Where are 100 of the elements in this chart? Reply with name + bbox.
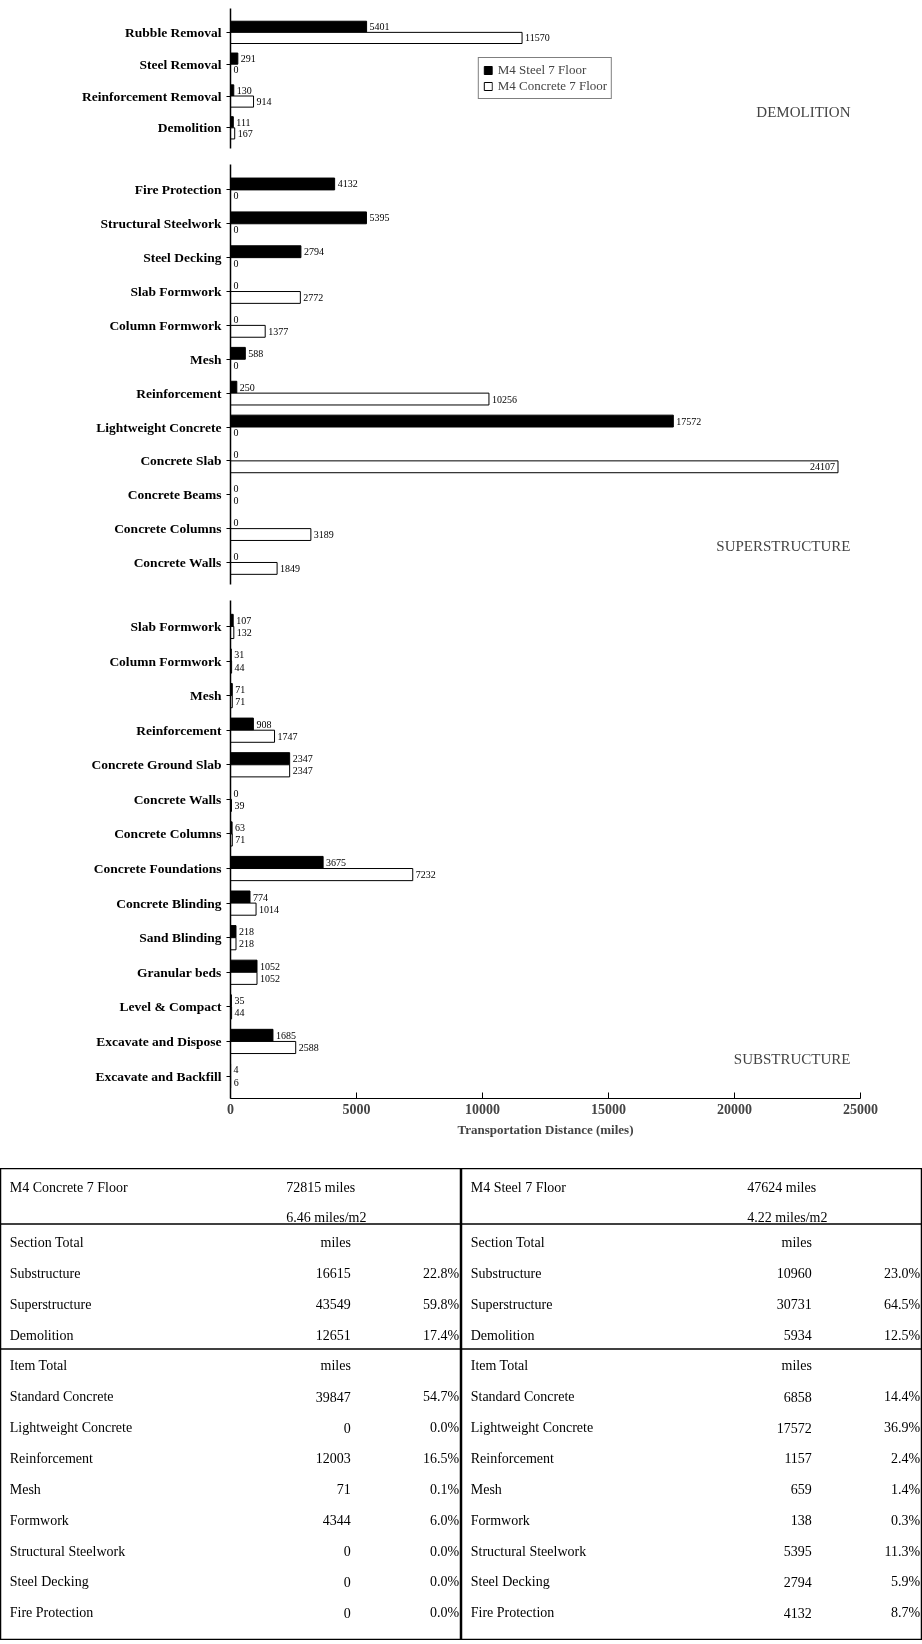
category-label: Superstructure bbox=[9, 1296, 92, 1312]
text: 2794 bbox=[783, 1574, 812, 1590]
y-tick-label: Reinforcement bbox=[136, 722, 222, 738]
category-label: Structural Steelwork bbox=[9, 1543, 126, 1559]
data-label: 1849 bbox=[280, 562, 301, 574]
category-label: Structural Steelwork bbox=[470, 1543, 587, 1559]
text: 12003 bbox=[315, 1451, 351, 1467]
text: 30731 bbox=[776, 1297, 812, 1313]
data-label: 2347 bbox=[292, 765, 313, 777]
y-tick-label: Mesh bbox=[190, 688, 222, 704]
text: 17.4% bbox=[423, 1327, 460, 1343]
data-label: 35 bbox=[234, 995, 245, 1007]
y-tick-label: Reinforcement bbox=[136, 385, 222, 401]
text: miles bbox=[320, 1358, 351, 1374]
text: 5395 bbox=[783, 1544, 812, 1560]
data-label: 39 bbox=[234, 799, 245, 811]
data-label: 0 bbox=[233, 224, 239, 236]
text: 4344 bbox=[322, 1513, 351, 1529]
text: 1.4% bbox=[891, 1481, 921, 1497]
category-label: Demolition bbox=[470, 1327, 535, 1343]
y-tick-label: Concrete Walls bbox=[133, 554, 222, 570]
data-label: 24107 bbox=[810, 461, 835, 473]
text: M4 Steel 7 Floor bbox=[470, 1179, 567, 1195]
y-tick-label: Excavate and Backfill bbox=[95, 1068, 222, 1084]
data-label: 4132 bbox=[337, 178, 358, 190]
data-label: 3189 bbox=[313, 529, 334, 541]
y-tick-label: Concrete Walls bbox=[133, 791, 222, 807]
text: 11.3% bbox=[884, 1543, 921, 1559]
data-label: 31 bbox=[234, 649, 245, 661]
data-label: 44 bbox=[234, 661, 245, 673]
category-label: Steel Decking bbox=[470, 1574, 550, 1590]
data-label: 3675 bbox=[326, 856, 347, 868]
category-label: Formwork bbox=[9, 1512, 69, 1528]
data-label: 218 bbox=[238, 938, 254, 950]
y-tick-label: Concrete Beams bbox=[127, 487, 222, 503]
category-label: Formwork bbox=[470, 1512, 530, 1528]
text: 59.8% bbox=[423, 1296, 460, 1312]
text: 72815 miles bbox=[286, 1179, 356, 1195]
y-tick-label: Concrete Slab bbox=[140, 453, 222, 469]
text: 10960 bbox=[776, 1266, 812, 1282]
text: 4132 bbox=[783, 1605, 812, 1621]
data-label: 63 bbox=[235, 822, 246, 834]
data-label: 6 bbox=[233, 1076, 239, 1088]
category-label: Section Total bbox=[9, 1235, 84, 1251]
data-label: 250 bbox=[239, 381, 255, 393]
data-label: 0 bbox=[233, 787, 239, 799]
data-label: 0 bbox=[233, 517, 239, 529]
y-tick-label: Concrete Foundations bbox=[93, 861, 222, 877]
category-label: Fire Protection bbox=[9, 1605, 94, 1621]
data-label: 71 bbox=[235, 696, 246, 708]
y-tick-label: Structural Steelwork bbox=[100, 216, 222, 232]
data-label: 1685 bbox=[275, 1029, 296, 1041]
y-tick-label: Steel Removal bbox=[139, 56, 222, 72]
category-label: Reinforcement bbox=[9, 1450, 94, 1466]
y-tick-label: Excavate and Dispose bbox=[96, 1033, 222, 1049]
data-label: 11570 bbox=[525, 32, 550, 44]
data-label: 774 bbox=[253, 891, 268, 903]
text: 14.4% bbox=[884, 1389, 921, 1405]
text: 54.7% bbox=[423, 1389, 460, 1405]
x-tick-label: 20000 bbox=[717, 1101, 752, 1117]
y-tick-label: Granular beds bbox=[137, 964, 222, 980]
text: 0 bbox=[343, 1544, 351, 1560]
category-label: Mesh bbox=[9, 1481, 41, 1497]
text: 5934 bbox=[783, 1328, 812, 1344]
category-label: Lightweight Concrete bbox=[9, 1420, 133, 1436]
y-tick-label: Sand Blinding bbox=[139, 930, 222, 946]
category-label: Superstructure bbox=[470, 1296, 553, 1312]
data-label: 71 bbox=[235, 834, 246, 846]
text: 39847 bbox=[315, 1389, 351, 1405]
category-label: Section Total bbox=[470, 1235, 545, 1251]
data-label: 0 bbox=[233, 551, 239, 563]
x-axis-title: Transportation Distance (miles) bbox=[457, 1121, 634, 1137]
text: 0 bbox=[343, 1605, 351, 1621]
data-label: 5395 bbox=[369, 212, 390, 224]
text: 16615 bbox=[315, 1266, 351, 1282]
data-label: 1052 bbox=[260, 960, 281, 972]
data-label: 1014 bbox=[259, 903, 280, 915]
text: 17572 bbox=[776, 1420, 812, 1436]
data-label: 10256 bbox=[491, 393, 517, 405]
data-label: 132 bbox=[236, 626, 252, 638]
category-label: Lightweight Concrete bbox=[470, 1420, 594, 1436]
category-label: Item Total bbox=[9, 1358, 68, 1374]
category-label: Item Total bbox=[470, 1358, 529, 1374]
text: 6.0% bbox=[430, 1512, 460, 1528]
category-label: Substructure bbox=[9, 1265, 81, 1281]
data-label: 0 bbox=[233, 313, 239, 325]
text: 43549 bbox=[315, 1297, 351, 1313]
text: 5.9% bbox=[891, 1574, 921, 1590]
text: 0.0% bbox=[430, 1420, 460, 1436]
data-label: 908 bbox=[256, 718, 272, 730]
data-label: 0 bbox=[233, 190, 239, 202]
data-label: 218 bbox=[238, 926, 254, 938]
data-label: 2772 bbox=[303, 291, 324, 303]
category-label: Mesh bbox=[470, 1481, 502, 1497]
text: 6858 bbox=[783, 1389, 812, 1405]
data-label: 17572 bbox=[676, 415, 702, 427]
category-label: Demolition bbox=[9, 1327, 74, 1343]
data-label: 130 bbox=[236, 84, 252, 96]
category-label: Substructure bbox=[470, 1265, 542, 1281]
y-tick-label: Fire Protection bbox=[134, 182, 222, 198]
